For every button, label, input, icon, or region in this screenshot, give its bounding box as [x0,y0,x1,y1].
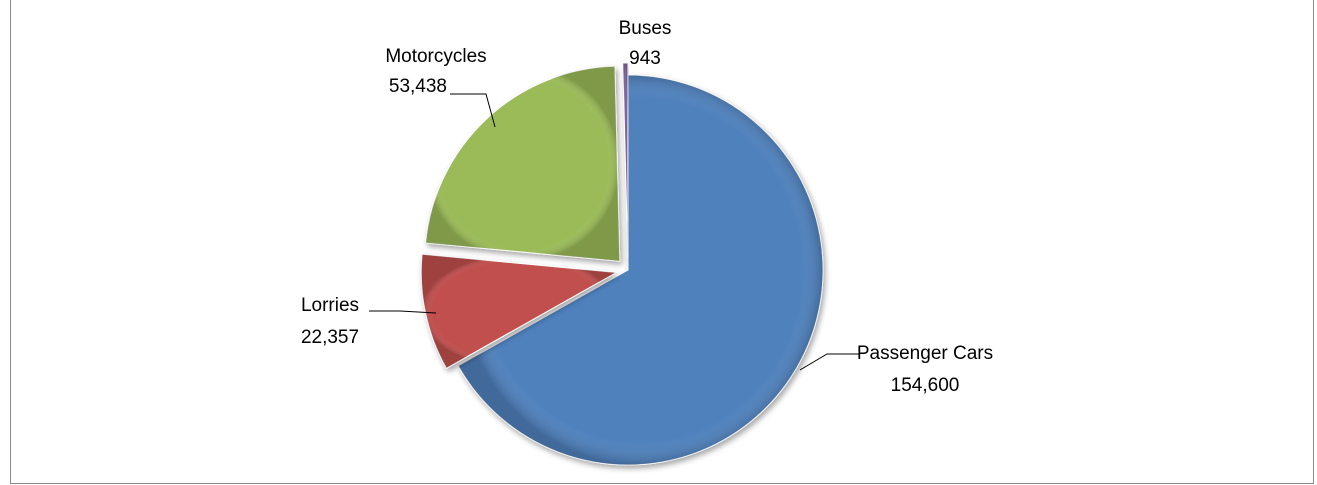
slice-label-motorcycles: Motorcycles [385,46,486,67]
slice-label-lorries: Lorries [301,295,359,316]
leader-line-motorcycles [450,93,496,128]
slice-label-passenger-cars: Passenger Cars [857,343,993,364]
slice-value-lorries: 22,357 [301,327,359,348]
leader-line-passenger-cars [799,353,860,371]
slice-value-motorcycles: 53,438 [389,76,447,97]
slice-value-buses: 943 [629,48,661,69]
slice-label-buses: Buses [619,18,672,39]
leader-line-lorries [369,310,437,314]
pie-slice-bevel-buses [622,63,628,259]
pie-slice-bevel-lorries [421,254,617,369]
slice-value-passenger-cars: 154,600 [891,375,960,396]
pie-slice-bevel-passenger-cars [458,75,824,466]
pie-slice-bevel-motorcycles [425,66,620,262]
